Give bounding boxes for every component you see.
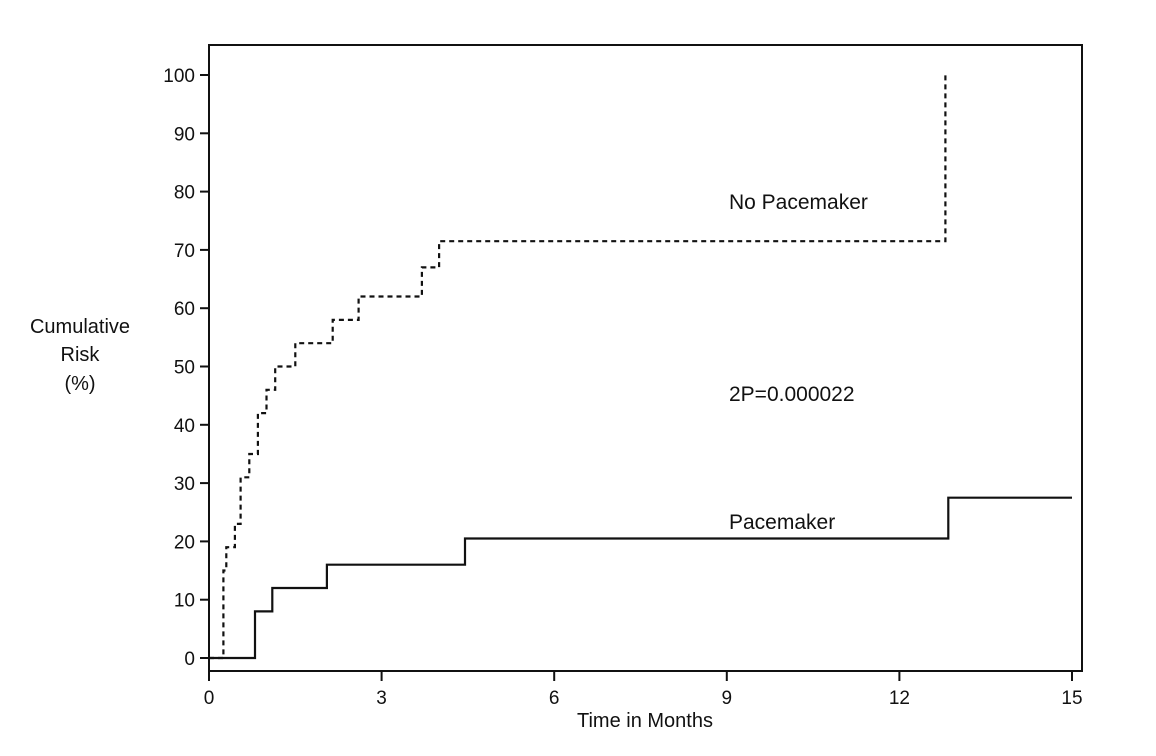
series-layer: [209, 75, 1072, 660]
y-tick-label: 30: [174, 474, 195, 495]
annotation-pacemaker: Pacemaker: [729, 511, 835, 534]
series-line-no-pacemaker: [209, 75, 947, 660]
series-line-pacemaker: [209, 496, 1072, 660]
annotation-no-pacemaker: No Pacemaker: [729, 191, 868, 214]
y-axis: 0 10 20 30 40 50 60 70 80 90 100: [163, 66, 209, 670]
y-tick-label: 0: [184, 649, 195, 670]
x-tick-label: 0: [204, 688, 215, 709]
y-tick-label: 70: [174, 241, 195, 262]
x-tick-label: 12: [889, 688, 910, 709]
x-tick-label: 6: [549, 688, 560, 709]
x-tick-label: 9: [722, 688, 733, 709]
y-tick-label: 80: [174, 183, 195, 204]
y-tick-label: 40: [174, 416, 195, 437]
y-axis-title-line-3: (%): [64, 373, 95, 395]
x-tick-label: 3: [376, 688, 387, 709]
y-axis-title-line-1: Cumulative: [30, 316, 130, 338]
y-tick-label: 60: [174, 299, 195, 320]
x-tick-label: 15: [1061, 688, 1082, 709]
y-tick-label: 50: [174, 358, 195, 379]
plot-frame: [208, 44, 1083, 672]
y-tick-label: 10: [174, 591, 195, 612]
y-tick-label: 20: [174, 532, 195, 553]
y-tick-label: 100: [163, 66, 195, 87]
x-axis: 0 3 6 9 12 15: [204, 671, 1083, 709]
annotation-p-value: 2P=0.000022: [729, 383, 855, 406]
y-axis-title-line-2: Risk: [61, 344, 101, 366]
x-axis-title: Time in Months: [577, 710, 713, 732]
y-tick-label: 90: [174, 124, 195, 145]
